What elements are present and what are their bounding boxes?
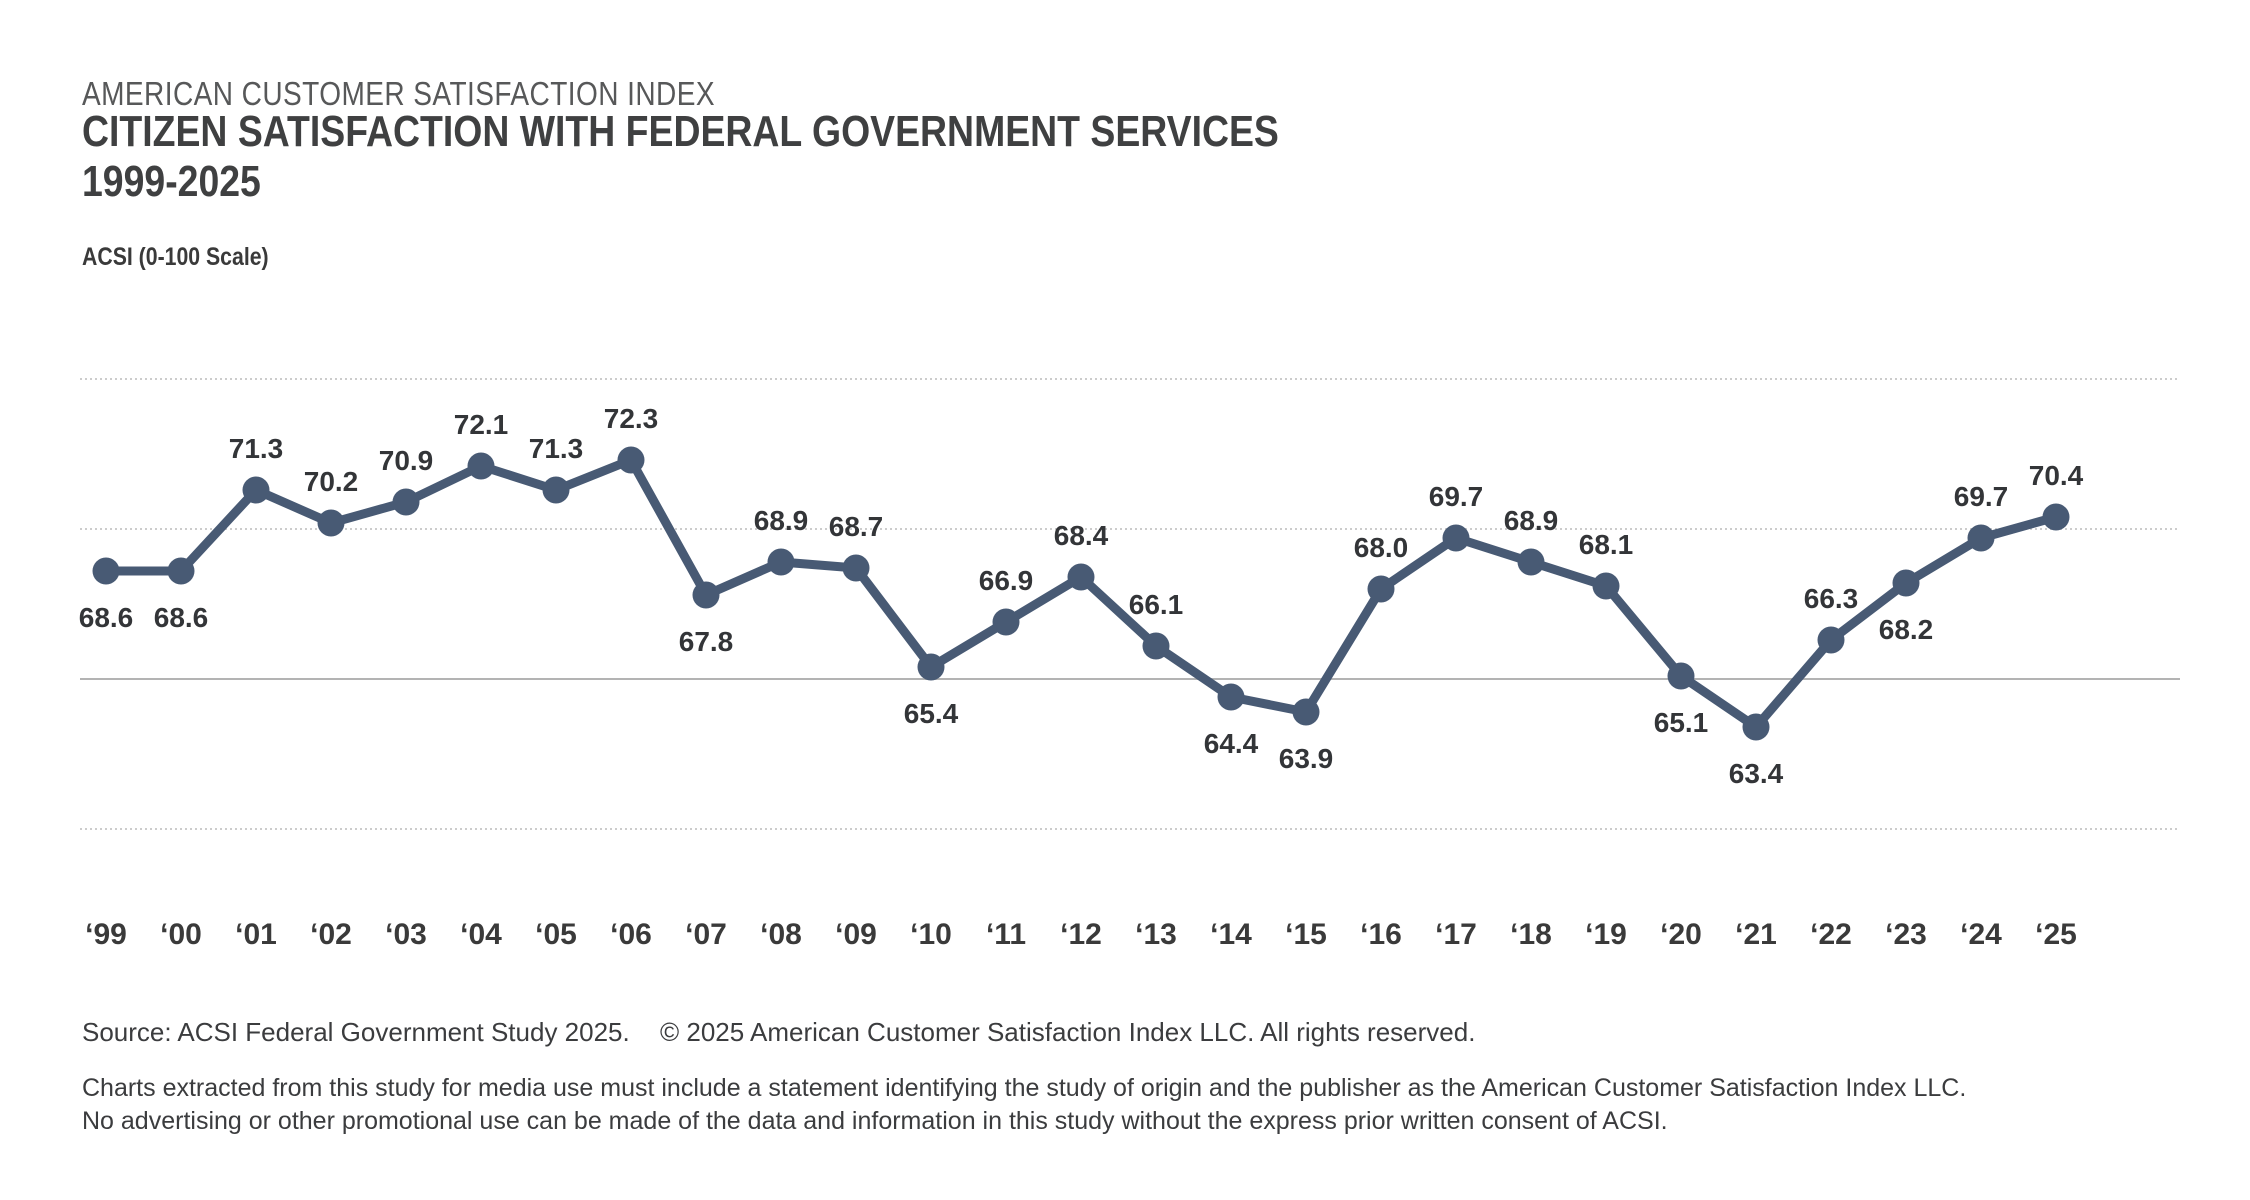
- data-point-label: 68.1: [1579, 529, 1634, 560]
- x-tick-label: ‘23: [1885, 918, 1927, 951]
- data-point-label: 69.7: [1954, 481, 2009, 512]
- y-axis-scale-note-text: ACSI (0-100 Scale): [82, 243, 269, 271]
- x-tick-label: ‘13: [1135, 918, 1177, 951]
- x-tick-label: ‘11: [986, 918, 1026, 951]
- data-point-label: 70.4: [2029, 460, 2084, 491]
- data-point-label: 63.9: [1279, 743, 1334, 774]
- data-point-label: 69.7: [1429, 481, 1484, 512]
- data-point-label: 68.6: [154, 602, 209, 633]
- data-point-label: 71.3: [229, 433, 284, 464]
- data-point-label: 68.0: [1354, 532, 1409, 563]
- data-point-label: 68.9: [1504, 505, 1559, 536]
- data-point: [92, 557, 120, 585]
- data-point-label: 66.9: [979, 565, 1034, 596]
- data-point-label: 63.4: [1729, 758, 1784, 789]
- data-point-label: 72.1: [454, 409, 509, 440]
- data-point: [842, 554, 870, 582]
- data-point-label: 64.4: [1204, 728, 1259, 759]
- data-point: [617, 446, 645, 474]
- x-tick-label: ‘16: [1360, 918, 1402, 951]
- x-tick-label: ‘01: [235, 918, 277, 951]
- data-point: [167, 557, 195, 585]
- x-tick-label: ‘21: [1735, 918, 1777, 951]
- eyebrow-title-text: AMERICAN CUSTOMER SATISFACTION INDEX: [82, 75, 715, 112]
- x-tick-label: ‘17: [1435, 918, 1477, 951]
- x-tick-label: ‘25: [2035, 918, 2077, 951]
- data-point: [1142, 632, 1170, 660]
- x-tick-label: ‘06: [610, 918, 652, 951]
- data-point: [1067, 563, 1095, 591]
- data-point-label: 68.2: [1879, 614, 1934, 645]
- data-point-label: 65.4: [904, 698, 959, 729]
- source-text: Source: ACSI Federal Government Study 20…: [82, 1017, 630, 1047]
- data-point-label: 68.4: [1054, 520, 1109, 551]
- data-point: [767, 548, 795, 576]
- x-tick-label: ‘99: [85, 918, 127, 951]
- x-tick-label: ‘24: [1960, 918, 2002, 951]
- data-point-label: 66.1: [1129, 589, 1184, 620]
- data-point: [542, 476, 570, 504]
- data-point: [1967, 524, 1995, 552]
- x-tick-label: ‘10: [910, 918, 952, 951]
- data-point: [1517, 548, 1545, 576]
- data-point-label: 72.3: [604, 403, 659, 434]
- footer-legal: Charts extracted from this study for med…: [82, 1072, 2182, 1138]
- x-tick-label: ‘04: [460, 918, 502, 951]
- data-point-label: 67.8: [679, 626, 734, 657]
- x-tick-label: ‘02: [310, 918, 352, 951]
- x-tick-label: ‘03: [385, 918, 427, 951]
- copyright-text: © 2025 American Customer Satisfaction In…: [660, 1017, 1476, 1047]
- data-point: [1442, 524, 1470, 552]
- data-point-label: 68.9: [754, 505, 809, 536]
- x-tick-label: ‘19: [1585, 918, 1627, 951]
- x-tick-label: ‘18: [1510, 918, 1552, 951]
- data-point: [1892, 569, 1920, 597]
- x-tick-label: ‘08: [760, 918, 802, 951]
- x-tick-label: ‘14: [1210, 918, 1252, 951]
- data-point: [1667, 662, 1695, 690]
- data-point-label: 68.6: [79, 602, 134, 633]
- data-point: [1367, 575, 1395, 603]
- data-point: [2042, 503, 2070, 531]
- y-axis-scale-note: ACSI (0-100 Scale): [82, 245, 302, 270]
- data-point: [1742, 713, 1770, 741]
- data-point: [992, 608, 1020, 636]
- x-tick-label: ‘15: [1285, 918, 1327, 951]
- data-point-label: 70.2: [304, 466, 359, 497]
- page-title: CITIZEN SATISFACTION WITH FEDERAL GOVERN…: [82, 110, 1490, 154]
- data-point: [317, 509, 345, 537]
- data-point: [467, 452, 495, 480]
- footer-source-row: Source: ACSI Federal Government Study 20…: [82, 1017, 2182, 1048]
- x-tick-label: ‘12: [1060, 918, 1102, 951]
- x-tick-label: ‘05: [535, 918, 577, 951]
- x-tick-label: ‘20: [1660, 918, 1702, 951]
- data-point: [1817, 626, 1845, 654]
- x-tick-label: ‘07: [685, 918, 727, 951]
- data-point: [1592, 572, 1620, 600]
- data-point-label: 71.3: [529, 433, 584, 464]
- page-title-text: CITIZEN SATISFACTION WITH FEDERAL GOVERN…: [82, 107, 1279, 156]
- data-point: [392, 488, 420, 516]
- data-point: [1217, 683, 1245, 711]
- legal-line-1: Charts extracted from this study for med…: [82, 1074, 1967, 1102]
- data-point: [1292, 698, 1320, 726]
- data-point-label: 65.1: [1654, 707, 1709, 738]
- page-title-years-text: 1999-2025: [82, 157, 261, 206]
- data-point: [917, 653, 945, 681]
- data-point-label: 66.3: [1804, 583, 1859, 614]
- data-point-label: 68.7: [829, 511, 884, 542]
- data-point: [692, 581, 720, 609]
- data-point: [242, 476, 270, 504]
- x-tick-label: ‘00: [160, 918, 202, 951]
- eyebrow-title: AMERICAN CUSTOMER SATISFACTION INDEX: [82, 75, 827, 113]
- x-tick-label: ‘09: [835, 918, 877, 951]
- data-point-label: 70.9: [379, 445, 434, 476]
- x-tick-label: ‘22: [1810, 918, 1852, 951]
- legal-line-2: No advertising or other promotional use …: [82, 1107, 1668, 1135]
- page-title-years: 1999-2025: [82, 160, 292, 204]
